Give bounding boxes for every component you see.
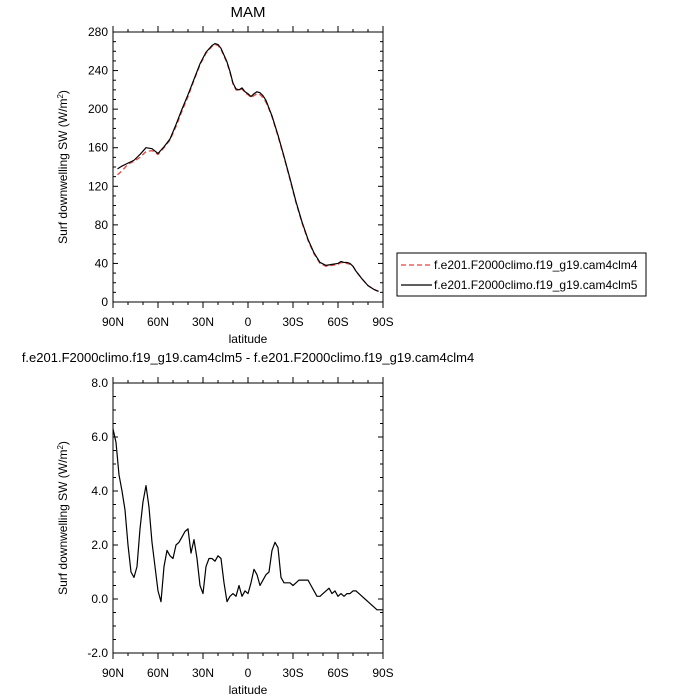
p2-ytick-label-5: 8.0 bbox=[91, 376, 108, 390]
p2-xtick-label-0: 90N bbox=[102, 666, 124, 680]
p1-ytick-label-1: 40 bbox=[95, 256, 109, 270]
top-y-axis-label-main: Surf downwelling SW (W/m bbox=[56, 99, 70, 244]
p2-xtick-label-5: 60S bbox=[327, 666, 348, 680]
p1-xtick-label-1: 60N bbox=[147, 315, 169, 329]
top-y-axis-label: Surf downwelling SW (W/m2) bbox=[56, 90, 71, 244]
legend-label-cam4clm5: f.e201.F2000climo.f19_g19.cam4clm5 bbox=[434, 278, 638, 292]
p2-xtick-label-4: 30S bbox=[282, 666, 303, 680]
p2-ytick-label-4: 6.0 bbox=[91, 430, 108, 444]
bottom-y-axis-label-end: ) bbox=[56, 441, 70, 445]
bottom-x-axis: 90N 60N 30N 0 30S 60S 90S bbox=[102, 377, 394, 680]
p2-ytick-label-2: 2.0 bbox=[91, 538, 108, 552]
top-chart-title: MAM bbox=[231, 4, 266, 21]
top-y-axis-label-sup: 2 bbox=[56, 94, 65, 99]
top-x-axis: 90N 60N 30N 0 30S 60S 90S bbox=[102, 26, 394, 329]
legend-label-cam4clm4: f.e201.F2000climo.f19_g19.cam4clm4 bbox=[434, 258, 638, 272]
p2-ytick-label-1: 0.0 bbox=[91, 592, 108, 606]
legend: f.e201.F2000climo.f19_g19.cam4clm4 f.e20… bbox=[396, 252, 647, 297]
bottom-y-axis-label-sup: 2 bbox=[56, 445, 65, 450]
p1-ytick-label-2: 80 bbox=[95, 218, 109, 232]
p2-ytick-label-3: 4.0 bbox=[91, 484, 108, 498]
p1-series-line-1 bbox=[117, 42, 379, 292]
p1-ytick-label-3: 120 bbox=[88, 179, 108, 193]
p2-ytick-label-0: -2.0 bbox=[87, 646, 108, 660]
p2-xtick-label-1: 60N bbox=[147, 666, 169, 680]
p1-ytick-label-6: 240 bbox=[88, 64, 108, 78]
top-panel: MAM 0 40 80 120 160 200 240 280 90N 60N 30N 0 30S 60… bbox=[56, 4, 394, 346]
p1-xtick-label-6: 90S bbox=[372, 315, 393, 329]
bottom-y-axis-label: Surf downwelling SW (W/m2) bbox=[56, 441, 71, 595]
p1-ytick-label-0: 0 bbox=[101, 295, 108, 309]
p1-xtick-label-4: 30S bbox=[282, 315, 303, 329]
top-x-axis-label: latitude bbox=[229, 332, 268, 346]
p2-series-line-0 bbox=[112, 428, 383, 611]
p1-ytick-label-5: 200 bbox=[88, 102, 108, 116]
bottom-plot-frame bbox=[112, 382, 384, 654]
p2-xtick-label-2: 30N bbox=[192, 666, 214, 680]
p1-xtick-label-2: 30N bbox=[192, 315, 214, 329]
p1-xtick-label-3: 0 bbox=[245, 315, 252, 329]
p1-xtick-label-5: 60S bbox=[327, 315, 348, 329]
p1-ytick-label-7: 280 bbox=[88, 25, 108, 39]
p1-series-line-0 bbox=[117, 43, 379, 292]
p1-xtick-label-0: 90N bbox=[102, 315, 124, 329]
p2-xtick-label-3: 0 bbox=[245, 666, 252, 680]
p1-ytick-label-4: 160 bbox=[88, 141, 108, 155]
top-series-group bbox=[117, 42, 379, 292]
p2-xtick-label-6: 90S bbox=[372, 666, 393, 680]
bottom-panel: f.e201.F2000climo.f19_g19.cam4clm5 - f.e… bbox=[22, 350, 474, 697]
bottom-y-axis: -2.0 0.0 2.0 4.0 6.0 8.0 bbox=[87, 376, 383, 660]
top-y-axis-label-end: ) bbox=[56, 90, 70, 94]
bottom-chart-title: f.e201.F2000climo.f19_g19.cam4clm5 - f.e… bbox=[22, 350, 474, 365]
bottom-y-axis-label-main: Surf downwelling SW (W/m bbox=[56, 450, 70, 595]
bottom-x-axis-label: latitude bbox=[229, 683, 268, 697]
bottom-series-group bbox=[112, 428, 383, 611]
legend-box bbox=[396, 252, 647, 297]
top-y-axis: 0 40 80 120 160 200 240 280 bbox=[88, 25, 383, 309]
